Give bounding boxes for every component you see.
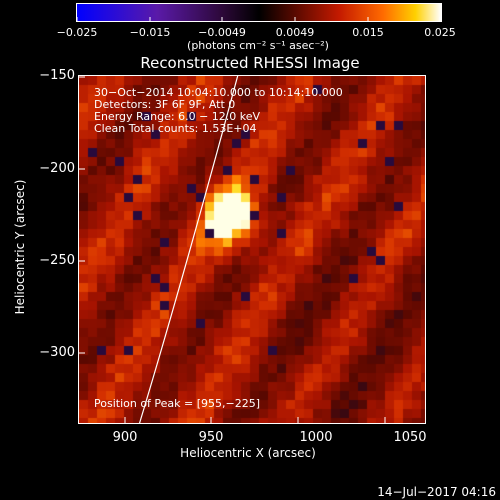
limb-curve [138,76,239,423]
y-tick-label: −150 [39,68,75,83]
colorbar-tick-label: −0.025 [56,26,98,39]
colorbar-units: (photons cm⁻² s⁻¹ asec⁻²) [187,39,329,52]
image-pixels [79,76,425,423]
page-title: Reconstructed RHESSI Image [140,54,360,72]
info-peak: Position of Peak = [955,−225] [94,397,261,410]
colorbar [76,3,442,22]
y-tick-label: −300 [39,345,75,360]
colorbar-ticks [76,17,441,21]
info-energy: Energy Range: 6.0 − 12.0 keV [94,110,261,123]
y-tick-label: −250 [39,253,75,268]
colorbar-tick-label: −0.015 [129,26,171,39]
x-axis-label: Heliocentric X (arcsec) [180,446,316,460]
x-tick-label: 900 [112,430,138,445]
info-detectors: Detectors: 3F 6F 9F, Att 0 [94,98,236,111]
colorbar-tick-label: 0.025 [424,26,456,39]
y-axis-label: Heliocentric Y (arcsec) [13,179,27,315]
x-tick-label: 1050 [393,430,427,445]
info-time: 30−Oct−2014 10:04:10.000 to 10:14:10.000 [94,86,343,99]
colorbar-tick-label: 0.0049 [275,26,315,39]
rhessi-image: 30−Oct−2014 10:04:10.000 to 10:14:10.000… [78,75,426,424]
x-tick-label: 1000 [299,430,333,445]
info-counts: Clean Total counts: 1.53E+04 [94,122,257,135]
y-tick-label: −200 [39,161,75,176]
colorbar-tick-label: 0.015 [352,26,384,39]
x-tick-label: 950 [198,430,224,445]
footer-date: 14−Jul−2017 04:16 [377,485,496,499]
colorbar-tick-label: −0.0049 [198,26,246,39]
